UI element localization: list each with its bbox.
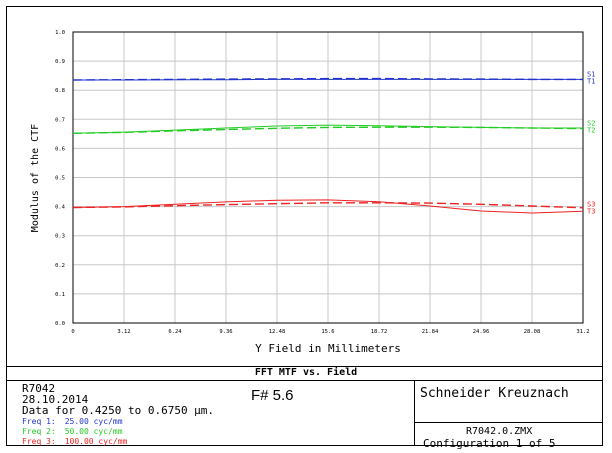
x-tick-labels: 0 3.12 6.24 9.36 12.48 15.6 18.72 21.84 24.96 28.… xyxy=(71,329,589,335)
y-tick-label: 0.7 xyxy=(55,117,65,123)
legend-label-s2: S2 xyxy=(587,119,595,127)
legend-label-t1: T1 xyxy=(587,77,595,85)
grid xyxy=(72,31,584,324)
y-tick-label: 1.0 xyxy=(55,30,65,36)
y-tick-label: 0.9 xyxy=(55,59,65,65)
x-tick-label: 24.96 xyxy=(473,329,490,335)
company-name: Schneider Kreuznach xyxy=(420,386,569,401)
y-axis-label: Modulus of the CTF xyxy=(30,124,41,232)
title-separator-bottom xyxy=(6,380,603,381)
series-line-t1 xyxy=(73,78,583,81)
x-tick-label: 9.36 xyxy=(219,329,232,335)
y-tick-labels: 0.0 0.1 0.2 0.3 0.4 0.5 0.6 0.7 0.8 0.9 1.0 xyxy=(55,30,66,327)
frequency-value: 50.00 cyc/mm xyxy=(64,427,123,436)
frequency-label: Freq 2: xyxy=(22,427,56,436)
y-tick-label: 0.4 xyxy=(55,205,66,211)
frequency-label: Freq 1: xyxy=(22,417,56,426)
y-tick-label: 0.3 xyxy=(55,234,65,240)
legend-label-s1: S1 xyxy=(587,70,595,78)
frequency-label: Freq 3: xyxy=(22,437,56,446)
configuration-text: Configuration 1 of 5 xyxy=(423,437,556,450)
plot-area-border xyxy=(72,31,584,324)
x-tick-label: 31.2 xyxy=(576,329,589,335)
series-line-t3 xyxy=(72,199,584,214)
frequency-value: 100.00 cyc/mm xyxy=(64,437,128,446)
x-tick-label: 6.24 xyxy=(168,329,182,335)
legend-label-s3: S3 xyxy=(587,201,595,209)
file-name: R7042.0.ZMX xyxy=(466,426,533,437)
frequency-item: Freq 3: 100.00 cyc/mm xyxy=(22,437,127,446)
chart-title: FFT MTF vs. Field xyxy=(254,367,358,378)
legend-label-t3: T3 xyxy=(587,208,595,216)
y-tick-label: 0.2 xyxy=(55,263,65,269)
x-axis-label: Y Field in Millimeters xyxy=(255,342,401,355)
x-tick-label: 28.08 xyxy=(524,329,541,335)
frequency-item: Freq 2: 50.00 cyc/mm xyxy=(22,427,123,436)
series-line-s3 xyxy=(72,202,584,209)
title-separator-top xyxy=(6,366,603,367)
y-tick-label: 0.5 xyxy=(55,176,65,182)
lens-id: R7042 xyxy=(22,382,56,395)
frequency-value: 25.00 cyc/mm xyxy=(64,417,123,426)
legend-label-t2: T2 xyxy=(587,126,595,134)
x-tick-label: 18.72 xyxy=(371,329,388,335)
x-tick-label: 21.84 xyxy=(422,329,439,335)
frequency-item: Freq 1: 25.00 cyc/mm xyxy=(22,417,123,426)
info-divider-horizontal xyxy=(414,422,603,423)
y-tick-label: 0.0 xyxy=(55,321,65,327)
x-tick-label: 0 xyxy=(71,329,74,335)
y-tick-label: 0.8 xyxy=(55,88,65,94)
x-tick-label: 15.6 xyxy=(321,329,334,335)
x-tick-label: 3.12 xyxy=(117,329,130,335)
wavelength-range: Data for 0.4250 to 0.6750 µm. xyxy=(22,404,215,417)
fnumber-text: F# 5.6 xyxy=(251,387,294,404)
date-text: 28.10.2014 xyxy=(22,393,89,406)
series-line-t2 xyxy=(72,126,584,134)
y-tick-label: 0.6 xyxy=(55,146,65,152)
series-layer xyxy=(72,77,584,214)
info-divider-vertical xyxy=(414,380,415,446)
x-tick-label: 12.48 xyxy=(269,329,286,335)
y-tick-label: 0.1 xyxy=(55,292,65,298)
